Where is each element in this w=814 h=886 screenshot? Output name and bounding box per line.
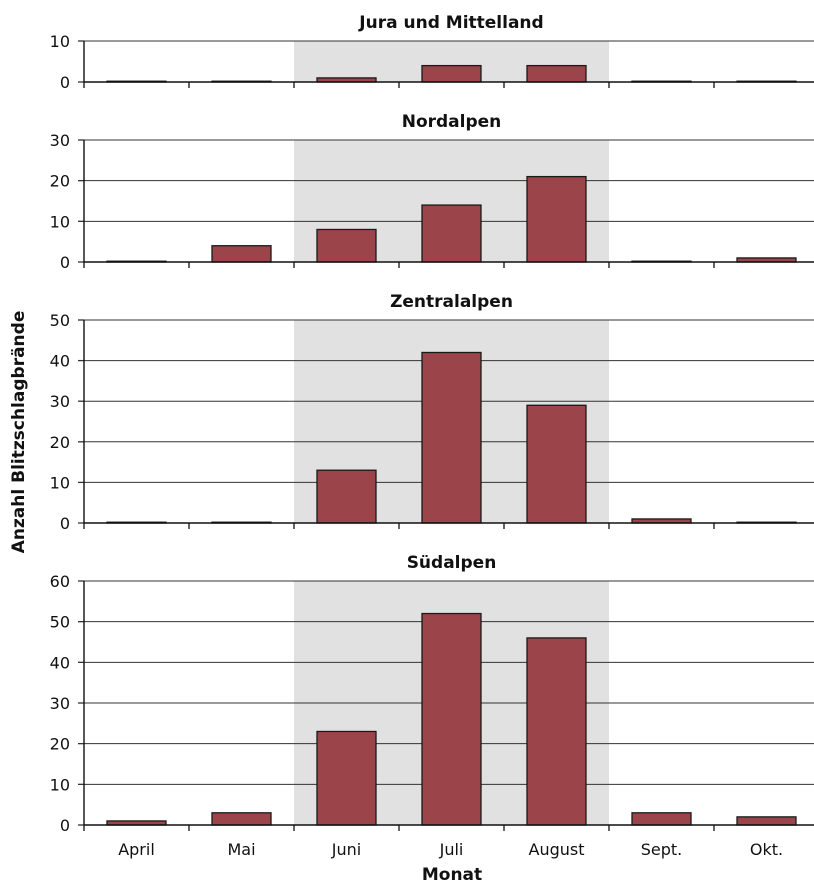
y-tick-label: 50 xyxy=(50,613,70,632)
y-tick-label: 40 xyxy=(50,352,70,371)
panel-title: Zentralalpen xyxy=(390,292,513,312)
panel-2: 0 10 20 30 40 50 Zentralalpen xyxy=(50,292,814,533)
y-tick-label: 0 xyxy=(60,816,70,835)
y-tick-label: 30 xyxy=(50,131,70,150)
bar-juli xyxy=(421,64,482,83)
y-tick-label: 30 xyxy=(50,694,70,713)
y-tick-label: 10 xyxy=(50,775,70,794)
y-tick-label: 20 xyxy=(50,735,70,754)
bar-sept xyxy=(631,812,692,826)
bar-okt xyxy=(736,816,797,826)
bar-juli xyxy=(421,351,482,524)
bar-august xyxy=(526,404,587,524)
bar-mai xyxy=(211,812,272,826)
y-tick-label: 0 xyxy=(60,73,70,92)
y-tick-label: 10 xyxy=(50,473,70,492)
bar-juni xyxy=(316,469,377,524)
bar-mai xyxy=(211,245,272,263)
x-tick-label: August xyxy=(529,840,585,859)
bar-juli xyxy=(421,612,482,826)
bar-august xyxy=(526,64,587,83)
panel-1: 0 10 20 30 Nordalpen xyxy=(50,112,814,272)
y-tick-label: 60 xyxy=(50,572,70,591)
x-tick-label: Juni xyxy=(331,840,361,859)
chart-panels: 0 10 Jura und Mittelland 0 10 20 30 Nordalpen 0 1… xyxy=(50,13,814,835)
panel-3: 0 10 20 30 40 50 60 Südalpen xyxy=(50,553,814,835)
y-tick-label: 0 xyxy=(60,253,70,272)
bar-juni xyxy=(316,730,377,826)
panel-title: Nordalpen xyxy=(402,112,502,132)
x-axis: April Mai Juni Juli August Sept. Okt. xyxy=(118,840,783,859)
y-tick-label: 40 xyxy=(50,653,70,672)
bar-juli xyxy=(421,204,482,263)
bar-august xyxy=(526,637,587,826)
x-tick-label: Mai xyxy=(227,840,255,859)
y-tick-label: 10 xyxy=(50,212,70,231)
x-axis-label: Monat xyxy=(422,865,482,885)
x-tick-label: Juli xyxy=(439,840,464,859)
y-tick-label: 10 xyxy=(50,32,70,51)
y-tick-label: 20 xyxy=(50,172,70,191)
bar-august xyxy=(526,175,587,263)
panel-title: Jura und Mittelland xyxy=(358,13,543,33)
panel-title: Südalpen xyxy=(407,553,497,573)
x-tick-label: Okt. xyxy=(750,840,783,859)
bar-juni xyxy=(316,228,377,263)
x-tick-label: April xyxy=(118,840,155,859)
y-tick-label: 30 xyxy=(50,392,70,411)
y-tick-label: 20 xyxy=(50,433,70,452)
y-tick-label: 0 xyxy=(60,514,70,533)
y-tick-label: 50 xyxy=(50,311,70,330)
panel-0: 0 10 Jura und Mittelland xyxy=(50,13,814,92)
y-axis-label: Anzahl Blitzschlagbrände xyxy=(9,311,29,554)
x-tick-label: Sept. xyxy=(641,840,683,859)
